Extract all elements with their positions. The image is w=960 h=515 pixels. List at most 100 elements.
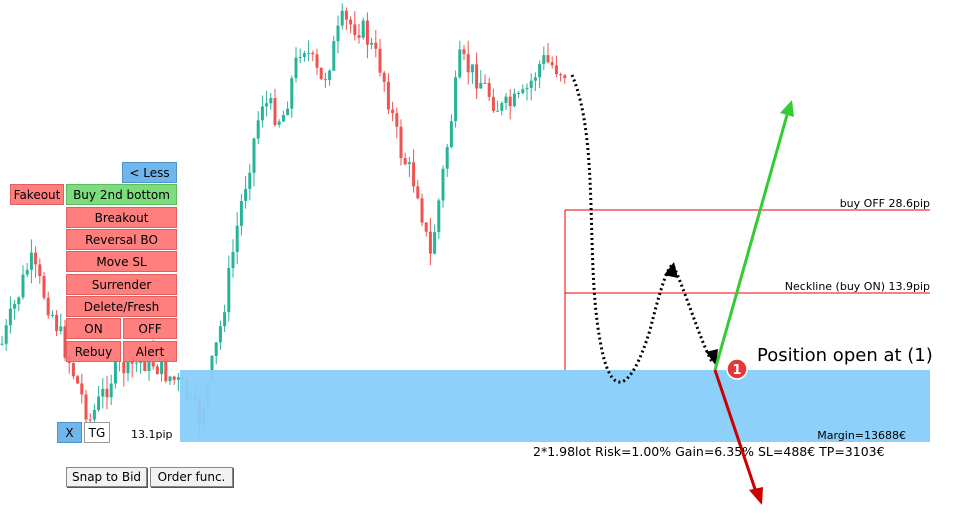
candle-body [244,188,248,201]
candle-body [76,376,80,384]
candle-body [470,64,474,73]
candle-body [521,89,525,93]
snap-to-bid-button[interactable]: Snap to Bid [66,467,147,487]
candle-body [281,115,285,122]
candle-body [277,121,281,125]
target-arrow [713,114,789,371]
candle-body [218,326,222,343]
candle-body [172,376,176,380]
arrow-head [749,487,763,505]
candle-body [483,82,487,84]
candle-body [269,98,273,104]
candle-body [155,366,159,375]
candle-body [462,49,466,55]
candle-body [328,70,332,81]
candle-body [29,252,33,270]
candle-body [134,362,138,364]
candle-body [59,326,63,332]
candle-body [349,19,353,25]
arrow-head [780,100,794,117]
candle-body [391,109,395,114]
candle-body [231,251,235,269]
candle-body [428,231,432,254]
candle-body [424,222,428,232]
candle-body [550,62,554,66]
candle-body [214,342,218,356]
candle-body [84,394,88,420]
candle-body [164,359,168,382]
candle-body [353,24,357,36]
fakeout-button[interactable]: Fakeout [10,184,64,205]
candle-body [160,359,164,375]
off-button[interactable]: OFF [123,318,177,339]
candle-body [88,419,92,421]
tg-button[interactable]: TG [84,422,110,443]
candle-body [210,355,214,382]
buy-2nd-bottom-button[interactable]: Buy 2nd bottom [66,184,177,205]
reversal-bo-button[interactable]: Reversal BO [66,229,177,250]
candle-body [92,410,96,420]
move-sl-button[interactable]: Move SL [66,251,177,272]
candle-body [8,308,12,326]
on-button[interactable]: ON [66,318,121,339]
candle-body [412,162,416,187]
candle-body [563,75,567,79]
candles [0,3,567,438]
candle-body [80,383,84,395]
candle-body [542,55,546,64]
candle-body [223,312,227,327]
candle-body [512,93,516,107]
candle-body [97,396,101,411]
candle-body [290,78,294,109]
candle-body [50,314,54,316]
summary-label: 2*1.98lot Risk=1.00% Gain=6.35% SL=488€ … [533,444,885,459]
candle-body [42,276,46,298]
candle-body [109,383,113,398]
candle-body [374,42,378,49]
candle-body [496,110,500,112]
candle-body [454,77,458,122]
candle-body [21,274,25,298]
candle-body [525,87,529,90]
candle-body [286,108,290,116]
arrow-head [664,262,678,278]
candle-body [256,120,260,139]
candle-body [227,268,231,313]
stop-arrow [713,369,758,493]
candle-body [307,52,311,54]
marker-text: 1 [732,363,741,378]
arrow-head [706,349,718,366]
breakout-button[interactable]: Breakout [66,207,177,228]
candle-body [143,361,147,371]
order-func-button[interactable]: Order func. [150,467,233,487]
candle-body [357,35,361,38]
candle-body [265,103,269,107]
candle-body [101,388,105,397]
projection [570,74,714,384]
surrender-button[interactable]: Surrender [66,274,177,295]
candle-body [323,79,327,81]
candle-body [449,121,453,147]
candle-body [13,304,17,309]
close-button[interactable]: X [57,422,82,443]
candle-body [46,297,50,316]
candle-body [168,376,172,382]
candle-body [71,363,75,377]
candle-body [252,138,256,173]
delete-fresh-button[interactable]: Delete/Fresh [66,296,177,317]
candle-body [533,77,537,81]
candle-body [475,64,479,89]
candle-body [529,80,533,88]
candle-body [260,106,264,121]
rebuy-button[interactable]: Rebuy [66,341,121,362]
candle-body [479,82,483,89]
candle-body [55,314,59,332]
candle-body [395,113,399,127]
candle-body [298,56,302,58]
alert-button[interactable]: Alert [123,341,177,362]
candle-body [407,162,411,165]
less-button[interactable]: < Less [122,162,177,183]
candle-body [176,377,180,380]
candle-body [139,361,143,363]
